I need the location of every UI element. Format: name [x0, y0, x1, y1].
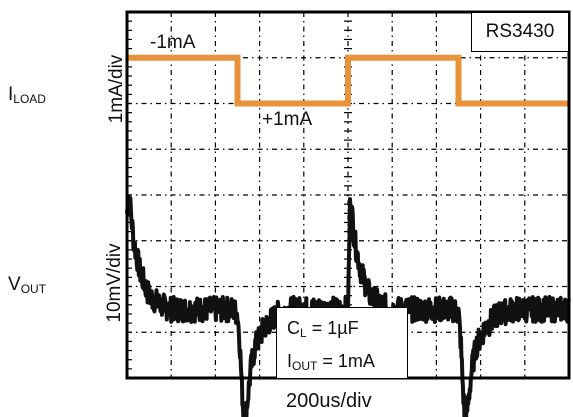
vout-scale-label: 10mV/div — [104, 243, 125, 323]
annotation-step-high: +1mA — [262, 109, 313, 130]
iload-label: ILOAD — [8, 84, 46, 106]
annotation-step-low: -1mA — [150, 32, 196, 53]
conditions-box: CL = 1µF IOUT = 1mA — [276, 307, 408, 379]
vout-label: VOUT — [8, 274, 47, 296]
device-badge-text: RS3430 — [485, 21, 555, 42]
condition-output-current: IOUT = 1mA — [287, 351, 375, 373]
x-axis-label: 200us/div — [286, 390, 372, 412]
condition-load-cap: CL = 1µF — [287, 318, 359, 340]
iload-trace — [127, 54, 569, 107]
iload-scale-label: 1mA/div — [106, 54, 127, 124]
device-badge: RS3430 — [471, 12, 569, 52]
